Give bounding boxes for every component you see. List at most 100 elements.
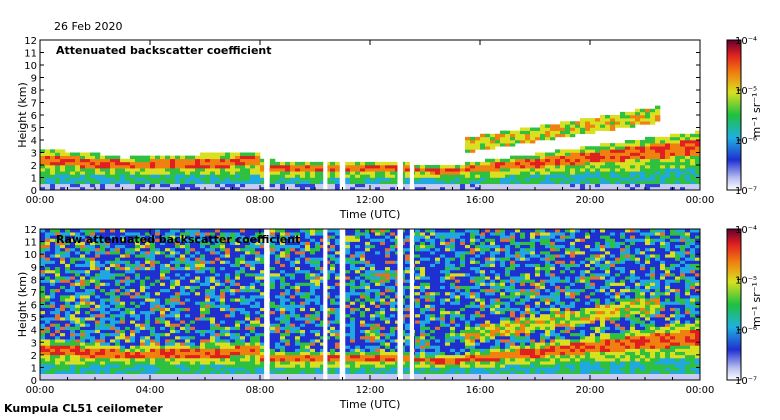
heatmap-cell [300,367,306,371]
heatmap-cell [85,177,91,181]
heatmap-cell [480,183,486,188]
heatmap-cell [245,238,251,242]
heatmap-cell [380,183,386,188]
heatmap-cell [65,174,71,178]
heatmap-cell [240,320,246,324]
heatmap-cell [675,174,681,178]
heatmap-cell [215,279,221,283]
heatmap-cell [500,186,506,191]
heatmap-cell [295,310,301,315]
heatmap-cell [310,257,316,261]
heatmap-cell [335,332,341,337]
heatmap-cell [135,320,141,324]
heatmap-cell [245,301,251,305]
heatmap-cell [125,244,131,249]
heatmap-cell [210,251,216,255]
heatmap-cell [85,342,91,346]
heatmap-cell [50,171,56,175]
heatmap-cell [45,251,51,255]
heatmap-cell [230,332,236,337]
heatmap-cell [230,301,236,305]
heatmap-cell [255,288,261,293]
heatmap-cell [690,146,696,150]
heatmap-cell [105,241,111,246]
heatmap-cell [290,244,296,249]
heatmap-cell [490,174,496,178]
heatmap-cell [320,165,326,169]
heatmap-cell [45,357,51,362]
heatmap-cell [335,244,341,249]
heatmap-cell [285,348,291,352]
heatmap-cell [195,235,201,239]
heatmap-cell [60,285,66,290]
heatmap-cell [190,298,196,302]
heatmap-cell [75,260,81,264]
heatmap-cell [195,251,201,255]
heatmap-cell [325,273,331,277]
heatmap-cell [365,229,371,233]
heatmap-cell [155,373,161,378]
heatmap-cell [85,165,91,169]
heatmap-cell [230,373,236,378]
heatmap-cell [190,307,196,312]
heatmap-cell [485,186,491,191]
heatmap-cell [310,276,316,280]
heatmap-cell [270,320,276,324]
heatmap-cell [130,158,136,163]
heatmap-cell [275,266,281,271]
heatmap-cell [630,174,636,178]
heatmap-cell [65,229,71,233]
heatmap-cell [685,143,691,147]
heatmap-cell [155,247,161,252]
heatmap-cell [40,364,46,368]
heatmap-cell [330,364,336,368]
heatmap-cell [275,329,281,334]
heatmap-cell [305,342,311,346]
heatmap-cell [385,168,391,172]
heatmap-cell [610,146,616,150]
heatmap-cell [540,127,546,131]
heatmap-cell [310,351,316,356]
heatmap-cell [575,127,581,131]
heatmap-cell [80,373,86,378]
heatmap-cell [225,263,231,268]
heatmap-cell [360,161,366,166]
heatmap-cell [90,376,96,381]
heatmap-cell [320,304,326,308]
heatmap-cell [355,335,361,340]
heatmap-cell [365,276,371,280]
heatmap-cell [365,260,371,264]
heatmap-cell [100,320,106,324]
heatmap-cell [210,177,216,181]
heatmap-cell [205,247,211,252]
heatmap-cell [120,295,126,299]
heatmap-cell [625,118,631,122]
heatmap-cell [665,165,671,169]
heatmap-cell [185,279,191,283]
heatmap-cell [135,370,141,375]
heatmap-cell [55,186,61,191]
heatmap-cell [465,183,471,188]
heatmap-cell [335,269,341,274]
heatmap-cell [230,345,236,349]
heatmap-cell [275,171,281,175]
heatmap-cell [610,124,616,128]
heatmap-cell [200,367,206,371]
heatmap-cell [290,370,296,375]
heatmap-cell [200,168,206,172]
heatmap-cell [40,180,46,185]
heatmap-cell [165,348,171,352]
heatmap-cell [575,180,581,185]
heatmap-cell [360,257,366,261]
heatmap-cell [295,165,301,169]
heatmap-cell [270,310,276,315]
heatmap-cell [45,241,51,246]
heatmap-cell [120,348,126,352]
heatmap-cell [285,367,291,371]
heatmap-cell [345,307,351,312]
heatmap-cell [390,161,396,166]
heatmap-cell [325,332,331,337]
heatmap-cell [605,155,611,160]
heatmap-cell [50,326,56,330]
heatmap-cell [295,168,301,172]
